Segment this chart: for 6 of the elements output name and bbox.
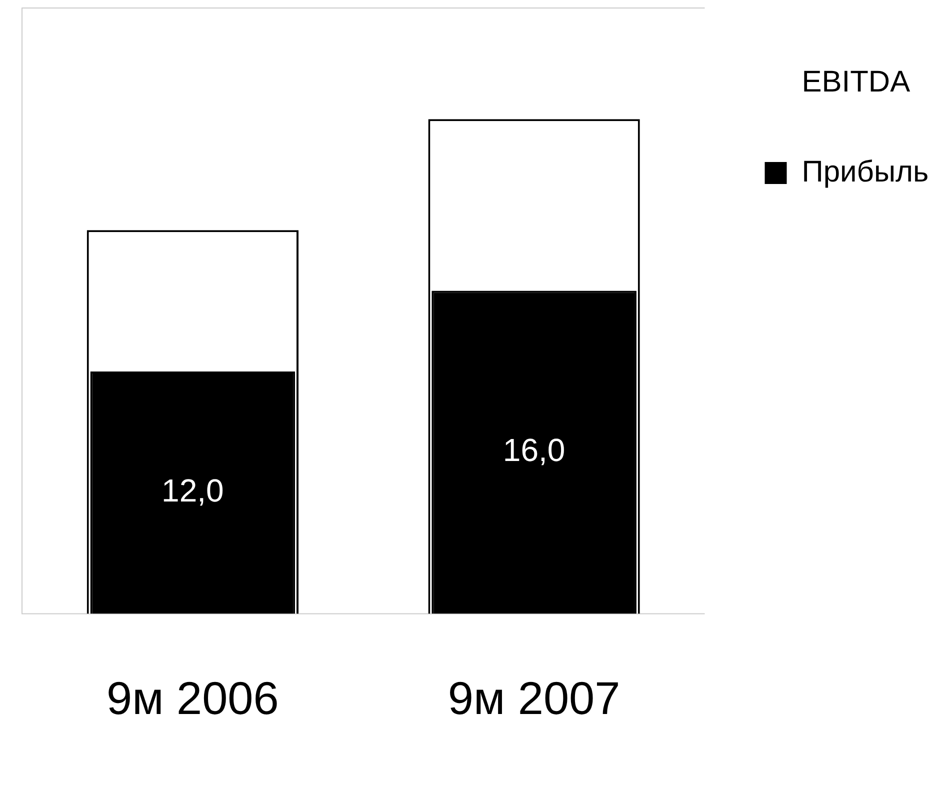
legend-label: Прибыль xyxy=(802,155,929,188)
data-label: 12,0 xyxy=(162,472,224,508)
x-tick-label: 9м 2006 xyxy=(106,672,279,724)
data-label: 16,0 xyxy=(502,432,566,468)
text: EBITDA xyxy=(802,65,910,98)
x-tick-label: 9м 2007 xyxy=(448,672,620,724)
